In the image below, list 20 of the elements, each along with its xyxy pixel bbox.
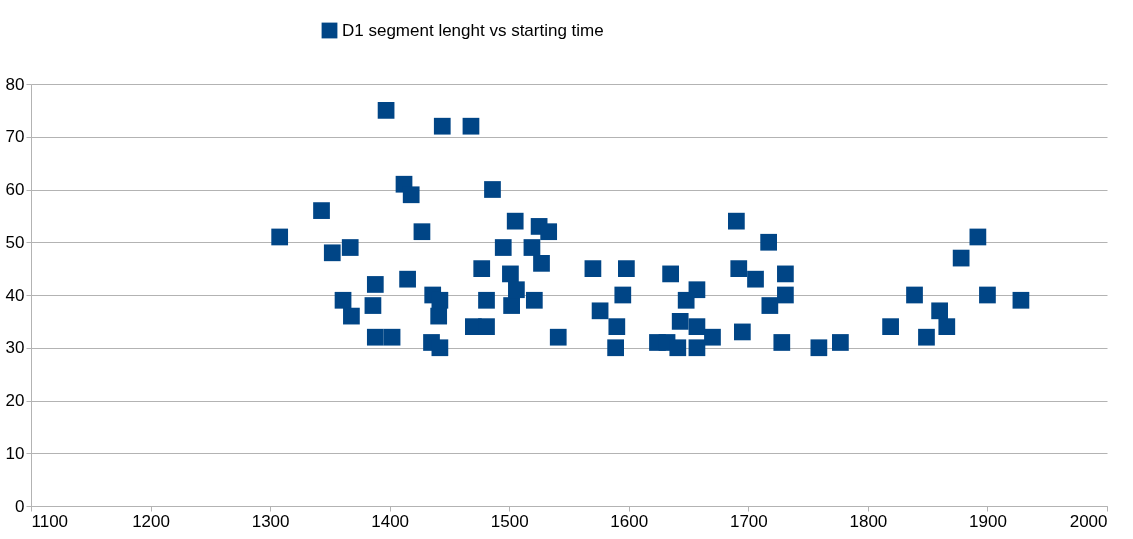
legend-label: D1 segment lenght vs starting time — [342, 20, 604, 40]
x-tick-label: 1100 — [31, 511, 69, 531]
y-tick-label: 50 — [5, 232, 25, 252]
y-tick-label: 60 — [5, 180, 25, 199]
y-tick-label: 30 — [5, 338, 25, 358]
x-tick-label: 1600 — [610, 511, 649, 531]
y-tick-label: 0 — [15, 496, 25, 516]
x-tick-label: 1500 — [490, 511, 529, 531]
x-tick-label: 1300 — [251, 511, 290, 531]
y-tick-label: 40 — [5, 285, 25, 305]
x-tick-label: 2000 — [1069, 511, 1108, 531]
y-tick-label: 70 — [5, 127, 25, 147]
x-tick-label: 1200 — [132, 511, 170, 531]
y-tick-label: 20 — [5, 391, 25, 410]
x-tick-label: 1400 — [371, 511, 410, 531]
x-tick-label: 1700 — [729, 511, 768, 531]
x-tick-label: 1800 — [849, 511, 888, 531]
y-tick-label: 80 — [5, 74, 25, 94]
y-tick-label: 10 — [5, 443, 25, 463]
x-tick-label: 1900 — [969, 511, 1007, 531]
